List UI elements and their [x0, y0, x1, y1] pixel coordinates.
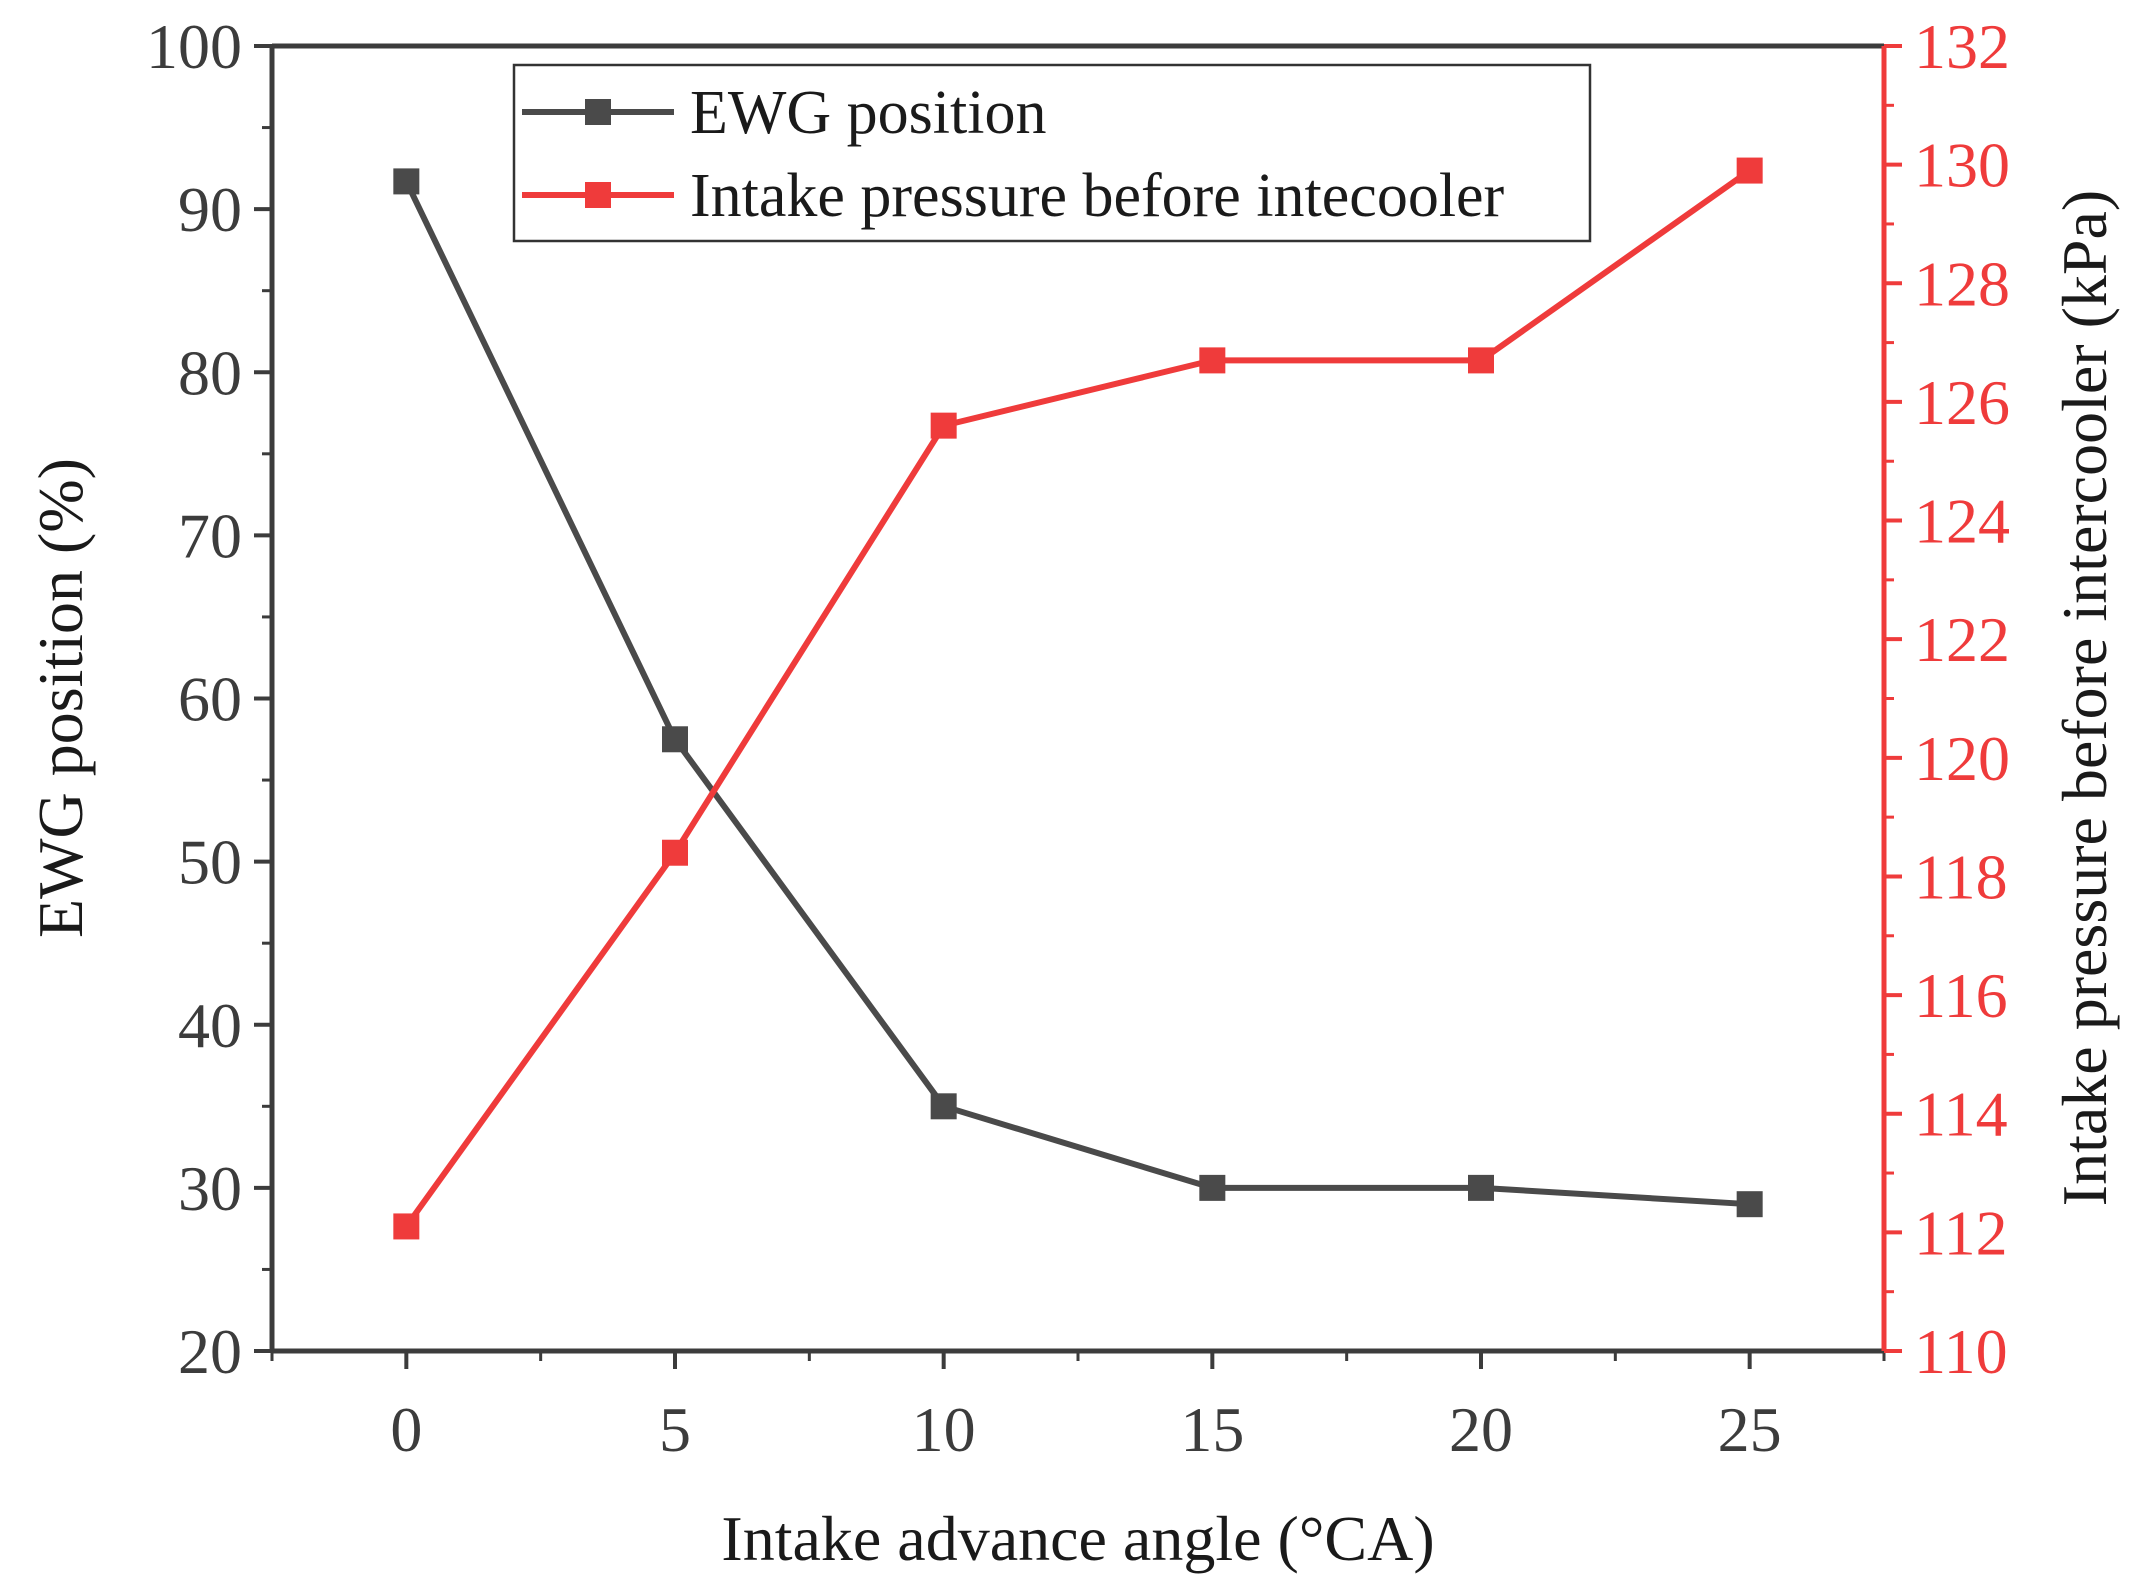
y-left-tick-label: 40 [178, 990, 242, 1061]
y-left-tick-label: 80 [178, 337, 242, 408]
legend-box [512, 63, 1592, 243]
y-left-tick-label: 90 [178, 174, 242, 245]
y-left-tick-label: 100 [146, 11, 242, 82]
legend-label-pressure: Intake pressure before intecooler [690, 162, 1505, 230]
y-left-tick-label: 60 [178, 664, 242, 735]
series-0-point [1199, 1174, 1226, 1201]
y-right-tick-label: 122 [1914, 604, 2010, 675]
y-right-tick-label: 112 [1914, 1197, 2008, 1268]
y-right-tick-label: 124 [1914, 486, 2010, 557]
y-right-tick-label: 110 [1914, 1316, 2008, 1387]
y-right-tick-label: 126 [1914, 367, 2010, 438]
x-axis-title: Intake advance angle (°CA) [721, 1503, 1434, 1574]
series-1-point [1736, 157, 1763, 184]
axes-ticks: 0 5 10 15 20 25 20 30 40 50 60 70 80 90 100 110 112 114 11… [146, 11, 2010, 1465]
y-left-tick-label: 20 [178, 1316, 242, 1387]
series-line-0 [403, 180, 1750, 1208]
y-left-axis-title: EWG position (%) [25, 458, 96, 938]
legend-marker-pressure [585, 182, 611, 208]
y-left-tick-label: 30 [178, 1153, 242, 1224]
series-0-point [1736, 1191, 1763, 1218]
x-tick-label: 5 [659, 1394, 691, 1465]
y-right-axis-title: Intake pressure before intercooler (kPa) [2049, 190, 2120, 1206]
series-1-point [930, 412, 957, 439]
x-tick-label: 15 [1180, 1394, 1244, 1465]
y-right-tick-label: 120 [1914, 723, 2010, 794]
series-0-point [393, 168, 420, 195]
legend-marker-ewg [585, 99, 611, 125]
y-right-tick-label: 114 [1914, 1079, 2008, 1150]
series-1-point [1468, 347, 1494, 374]
series-line-1 [403, 168, 1752, 1229]
y-left-tick-label: 70 [178, 500, 242, 571]
series-0-point [662, 726, 688, 753]
y-right-tick-label: 118 [1914, 841, 2008, 912]
y-right-tick-label: 130 [1914, 130, 2010, 201]
series-1-point [393, 1213, 420, 1240]
series-0-point [930, 1093, 957, 1120]
series-1-point [1199, 347, 1226, 374]
x-tick-label: 20 [1449, 1394, 1513, 1465]
legend-label-ewg: EWG position [690, 79, 1046, 147]
y-right-tick-label: 116 [1914, 960, 2008, 1031]
series-layer [393, 157, 1763, 1240]
y-right-tick-label: 132 [1914, 11, 2010, 82]
x-tick-label: 25 [1718, 1394, 1782, 1465]
y-right-tick-label: 128 [1914, 248, 2010, 319]
x-tick-label: 10 [912, 1394, 976, 1465]
legend: EWG position Intake pressure before inte… [512, 63, 1592, 243]
y-left-tick-label: 50 [178, 827, 242, 898]
x-tick-label: 0 [390, 1394, 422, 1465]
minor-ticks [262, 103, 1894, 1361]
series-0-point [1468, 1174, 1494, 1201]
series-1-point [662, 839, 688, 866]
